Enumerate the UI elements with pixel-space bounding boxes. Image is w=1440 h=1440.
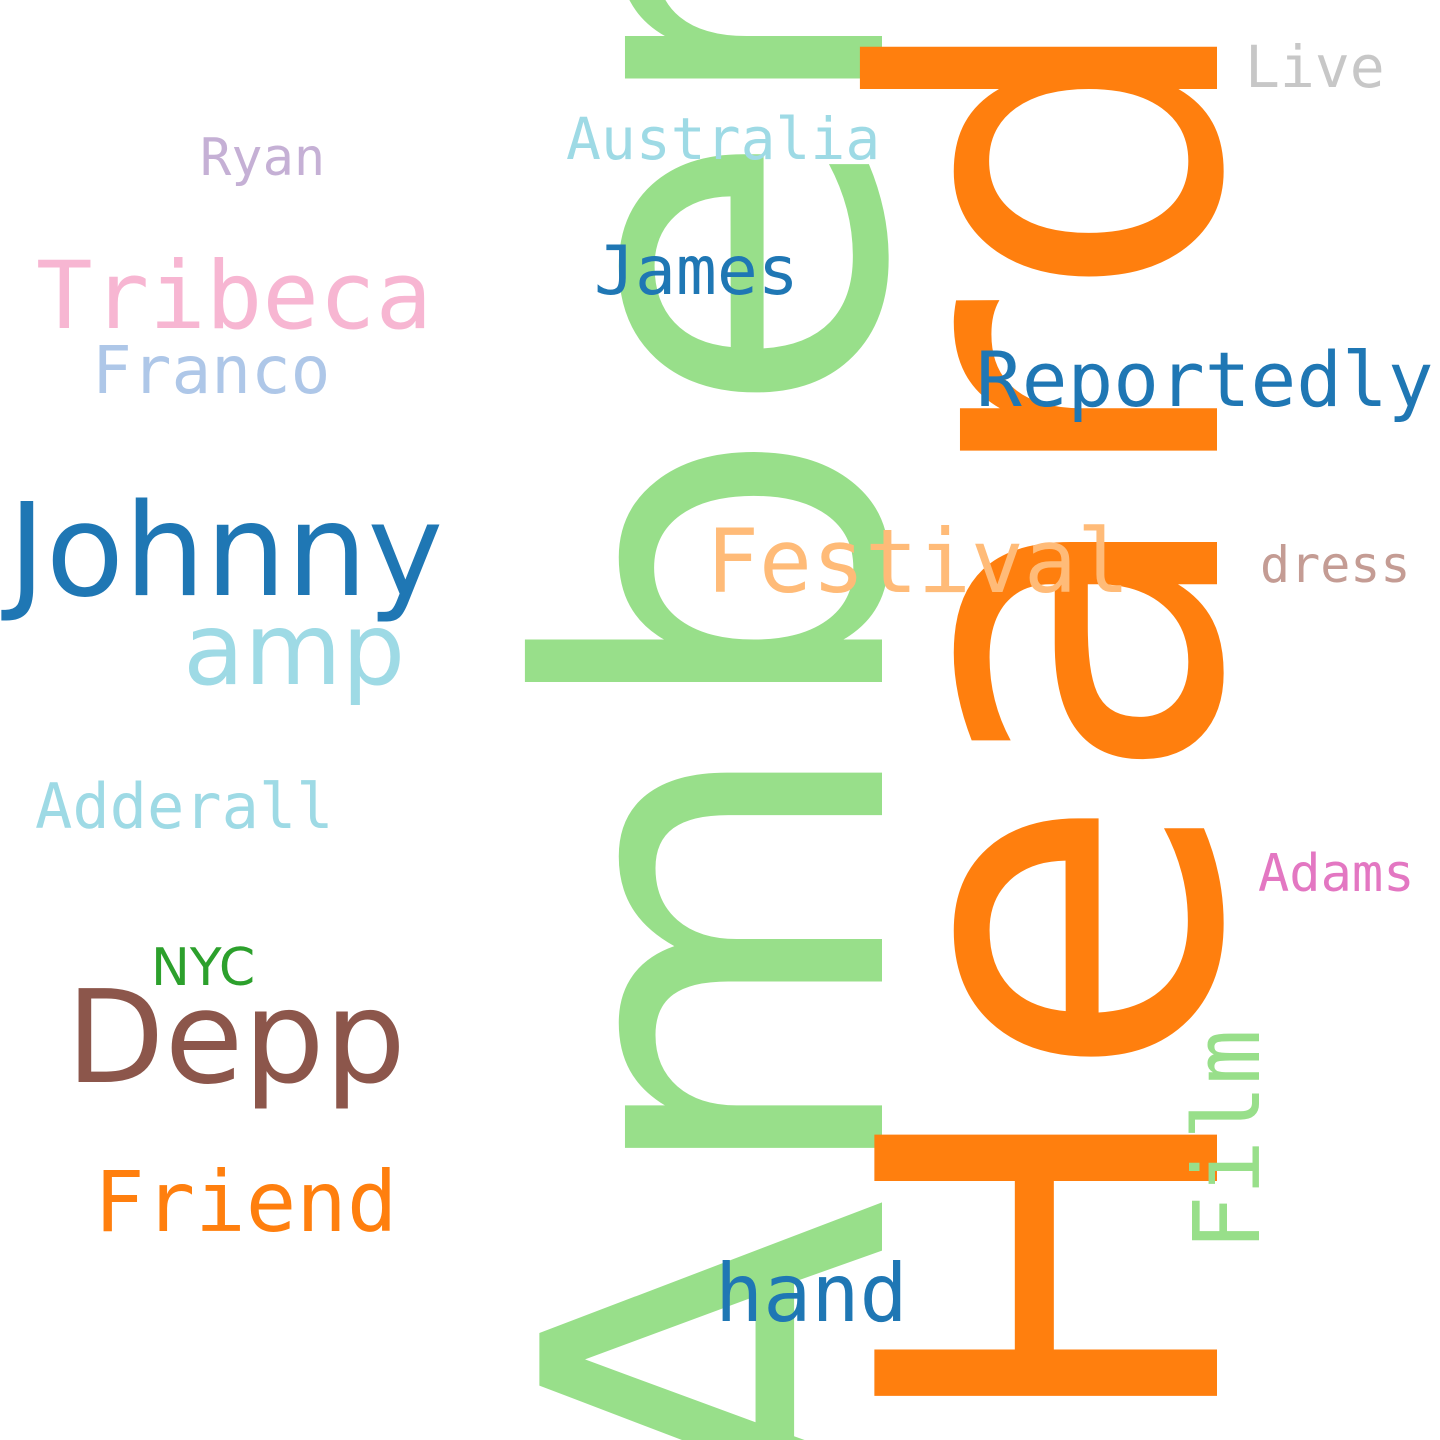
word-reportedly: Reportedly [976,335,1434,424]
word-film-text: Film [1174,1029,1281,1251]
word-franco: Franco [92,332,331,409]
word-ryan: Ryan [200,128,326,188]
word-johnny: Johnny [8,477,444,626]
word-friend: Friend [94,1153,398,1251]
word-amp: amp [183,591,406,708]
word-festival: Festival [706,510,1130,613]
word-australia: Australia [566,105,881,173]
word-tribeca: Tribeca [36,242,433,351]
word-adams: Adams [1258,844,1415,904]
word-adderall: Adderall [35,770,334,843]
word-depp: Depp [66,964,406,1113]
word-james: James [594,232,799,311]
word-live: Live [1245,33,1385,101]
word-dress: dress [1260,536,1411,594]
word-hand: hand [715,1247,908,1340]
word-nyc: NYC [151,938,256,998]
